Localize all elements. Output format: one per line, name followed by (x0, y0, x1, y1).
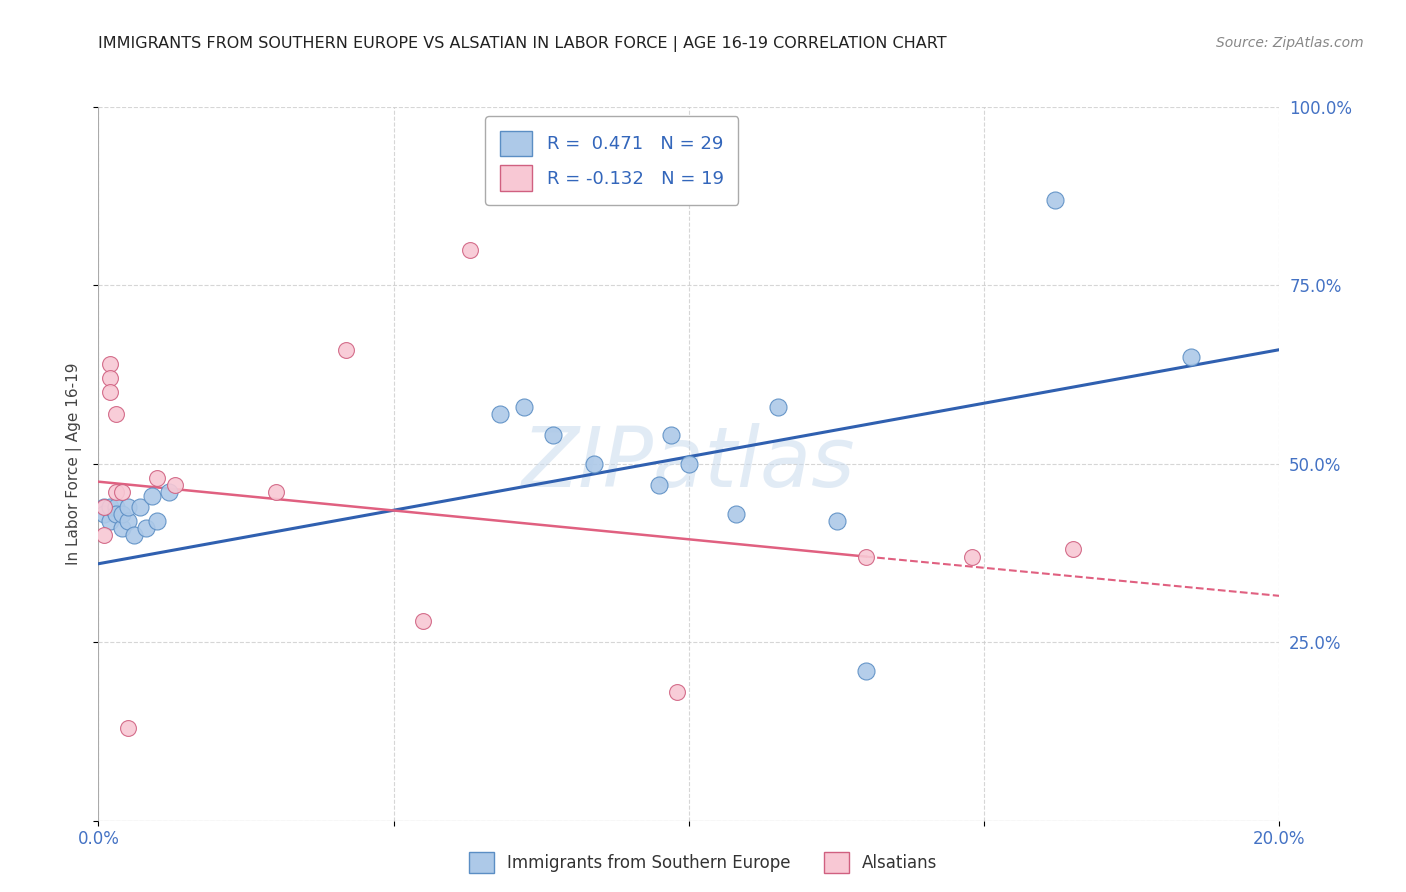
Text: IMMIGRANTS FROM SOUTHERN EUROPE VS ALSATIAN IN LABOR FORCE | AGE 16-19 CORRELATI: IMMIGRANTS FROM SOUTHERN EUROPE VS ALSAT… (98, 36, 948, 52)
Point (122, 528, 145, 542)
Point (1180, 350, 1202, 364)
Point (93, 500, 115, 514)
Point (98, 514, 121, 528)
Legend: Immigrants from Southern Europe, Alsatians: Immigrants from Southern Europe, Alsatia… (463, 846, 943, 880)
Point (117, 721, 139, 735)
Point (98, 357, 121, 371)
Point (98, 500, 121, 514)
Point (725, 507, 748, 521)
Point (105, 507, 128, 521)
Point (146, 471, 169, 485)
Point (111, 485, 134, 500)
Point (460, 243, 482, 257)
Point (111, 507, 134, 521)
Point (105, 407, 128, 421)
Point (1062, 542, 1084, 557)
Point (855, 664, 877, 678)
Point (766, 400, 789, 414)
Point (962, 549, 984, 564)
Point (666, 685, 689, 699)
Point (825, 514, 848, 528)
Point (93, 500, 115, 514)
Point (93, 507, 115, 521)
Text: Source: ZipAtlas.com: Source: ZipAtlas.com (1216, 36, 1364, 50)
Point (1043, 193, 1066, 207)
Point (412, 614, 434, 628)
Text: ZIPatlas: ZIPatlas (522, 424, 856, 504)
Point (135, 521, 157, 535)
Point (489, 407, 512, 421)
Point (855, 549, 877, 564)
Point (98, 385, 121, 400)
Point (659, 428, 682, 442)
Point (335, 343, 357, 357)
Legend: R =  0.471   N = 29, R = -0.132   N = 19: R = 0.471 N = 29, R = -0.132 N = 19 (485, 116, 738, 205)
Point (128, 500, 150, 514)
Point (512, 400, 534, 414)
Point (117, 500, 139, 514)
Point (117, 514, 139, 528)
Point (157, 485, 180, 500)
Point (648, 478, 671, 492)
Point (98, 371, 121, 385)
Point (165, 478, 187, 492)
Point (146, 514, 169, 528)
Point (93, 528, 115, 542)
Point (105, 485, 128, 500)
Point (541, 428, 564, 442)
Point (678, 457, 700, 471)
Point (141, 489, 163, 503)
Point (111, 521, 134, 535)
Point (264, 485, 287, 500)
Y-axis label: In Labor Force | Age 16-19: In Labor Force | Age 16-19 (66, 362, 83, 566)
Point (105, 500, 128, 514)
Point (583, 457, 606, 471)
